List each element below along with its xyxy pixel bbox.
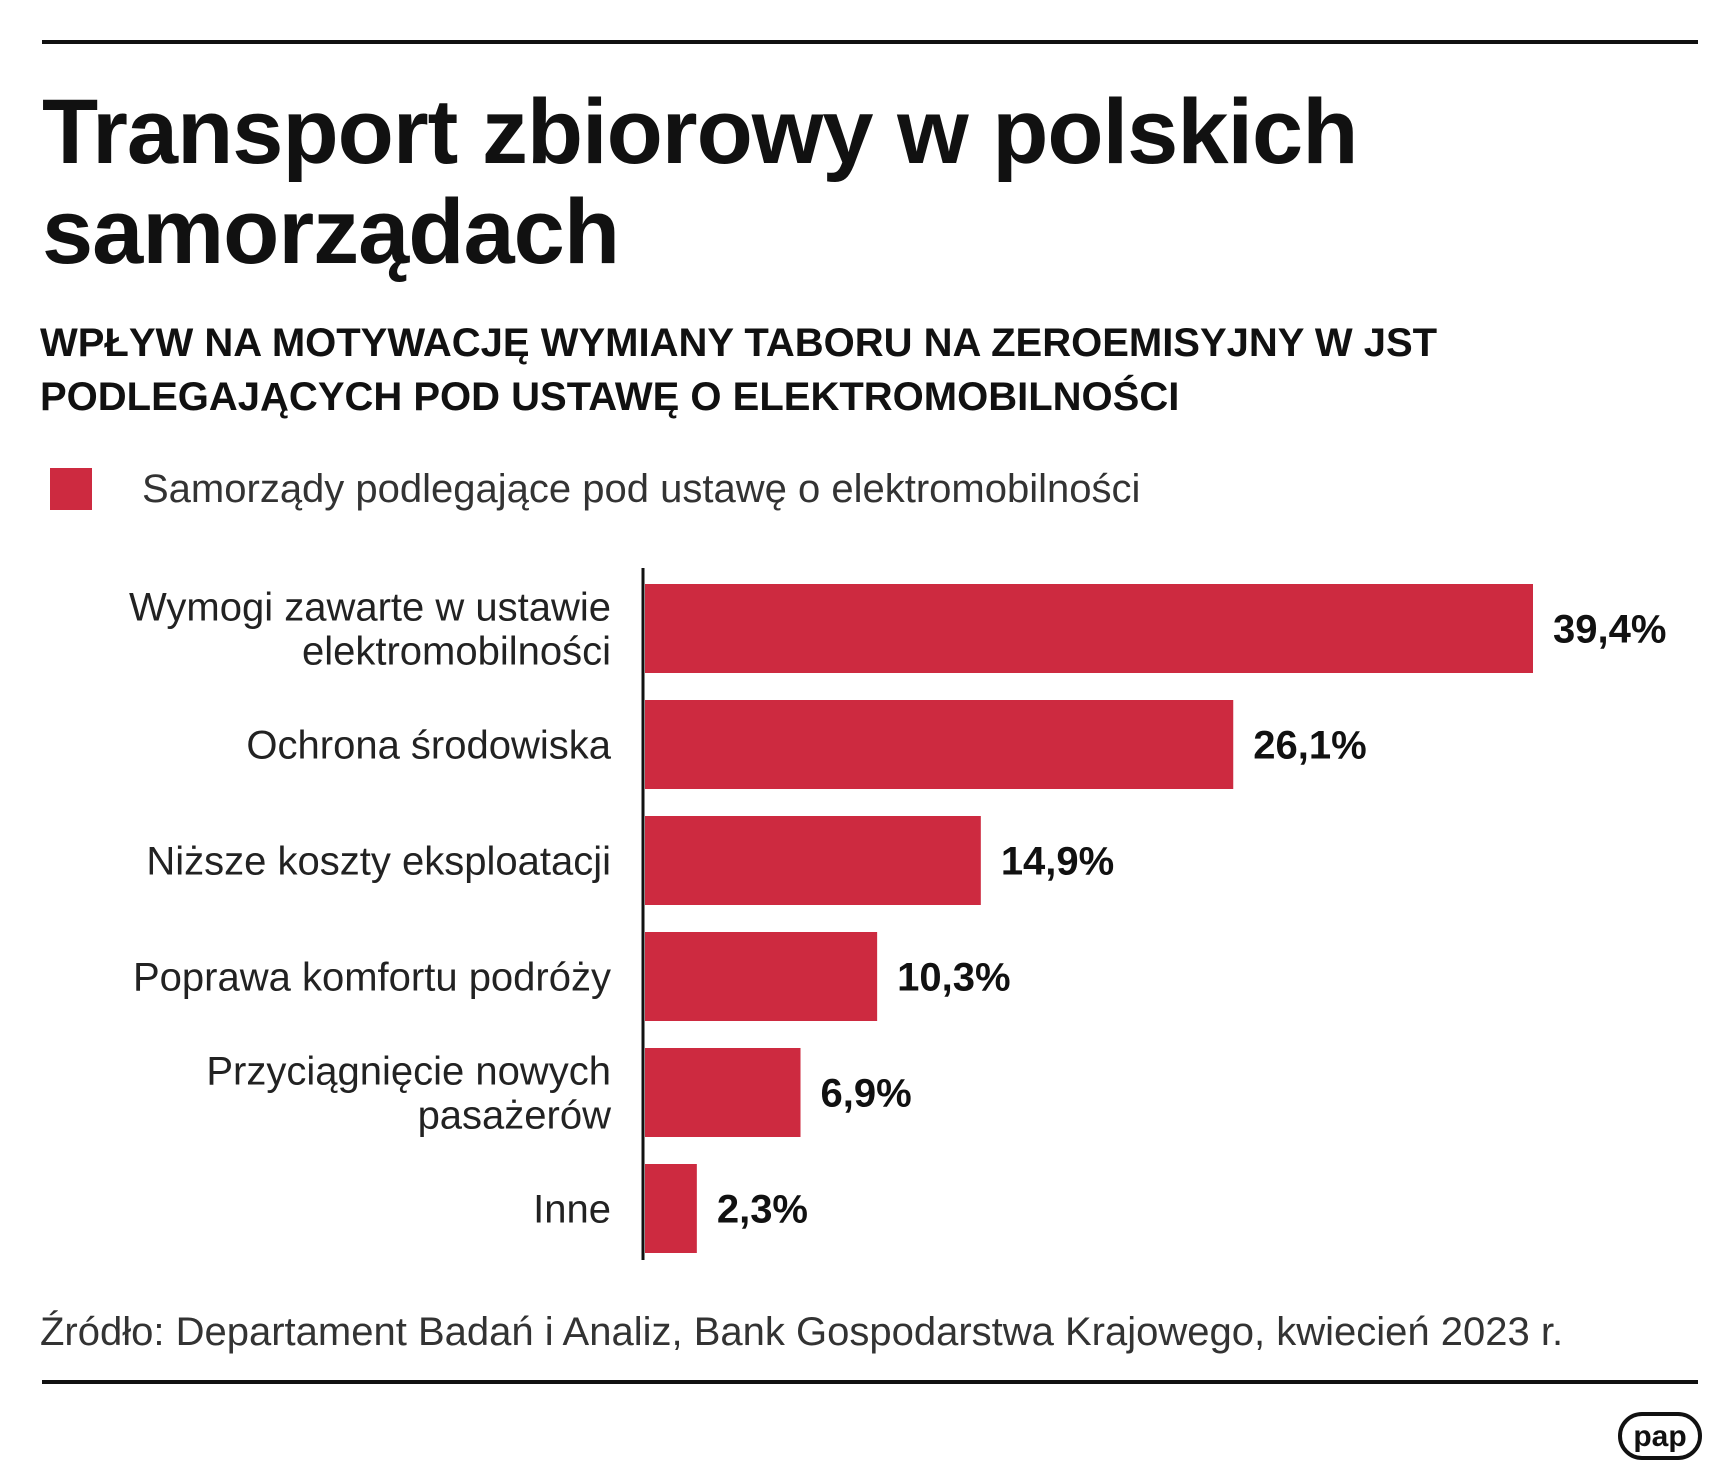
legend-swatch <box>50 468 92 510</box>
legend-label: Samorządy podlegające pod ustawę o elekt… <box>142 466 1141 511</box>
bar-chart: 39,4% Wymogi zawarte w ustawie elektromobi… <box>129 568 1666 1260</box>
category-label-line: Poprawa komfortu podróży <box>133 956 611 1000</box>
bar <box>645 700 1234 789</box>
category-label: Ochrona środowiska <box>246 724 611 768</box>
category-label: Inne <box>533 1188 611 1232</box>
data-label: 6,9% <box>821 1072 912 1116</box>
bar <box>645 584 1533 673</box>
category-label-line: Wymogi zawarte w ustawie <box>129 586 611 630</box>
source-note: Źródło: Departament Badań i Analiz, Bank… <box>40 1310 1564 1354</box>
bottom-rule <box>42 1380 1698 1384</box>
bar <box>645 1048 801 1137</box>
category-label-line: Inne <box>533 1188 611 1232</box>
bar <box>645 1164 697 1253</box>
chart-title: Transport zbiorowy w polskich samorządac… <box>42 81 1358 283</box>
pap-logo: pap <box>1618 1412 1702 1460</box>
top-rule <box>42 40 1698 44</box>
category-label-line: elektromobilności <box>302 630 611 674</box>
bar <box>645 932 878 1021</box>
category-label-line: Przyciągnięcie nowych <box>206 1050 611 1094</box>
bar <box>645 816 981 905</box>
data-label: 39,4% <box>1553 608 1666 652</box>
category-label: Poprawa komfortu podróży <box>133 956 611 1000</box>
legend: Samorządy podlegające pod ustawę o elekt… <box>50 466 1140 512</box>
data-label: 2,3% <box>717 1188 808 1232</box>
pap-logo-text: pap <box>1633 1420 1686 1453</box>
data-label: 10,3% <box>897 956 1010 1000</box>
category-label-line: Niższe koszty eksploatacji <box>146 840 611 884</box>
category-label: Przyciągnięcie nowych pasażerów <box>206 1050 611 1138</box>
chart-subtitle: WPŁYW NA MOTYWACJĘ WYMIANY TABORU NA ZER… <box>40 321 1438 419</box>
pap-logo-outline <box>1618 1412 1702 1460</box>
category-label-line: pasażerów <box>418 1094 612 1138</box>
data-label: 26,1% <box>1253 724 1366 768</box>
category-label: Niższe koszty eksploatacji <box>146 840 611 884</box>
data-label: 14,9% <box>1001 840 1114 884</box>
category-label-line: Ochrona środowiska <box>246 724 611 768</box>
category-label: Wymogi zawarte w ustawie elektromobilnośc… <box>129 586 611 674</box>
